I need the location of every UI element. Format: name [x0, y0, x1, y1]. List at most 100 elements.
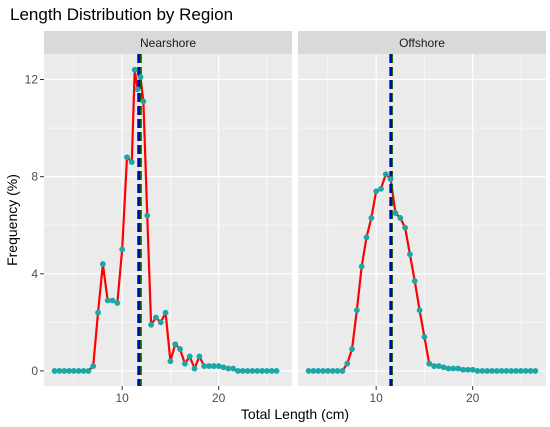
data-point-offshore	[440, 364, 447, 371]
y-axis: 0 4 8 12	[25, 73, 44, 378]
data-point-nearshore	[172, 341, 179, 348]
data-point-nearshore	[230, 365, 237, 372]
data-point-offshore	[489, 368, 495, 374]
data-point-nearshore	[104, 297, 111, 304]
data-point-nearshore	[90, 363, 97, 369]
data-point-nearshore	[157, 319, 164, 326]
data-point-offshore	[378, 185, 384, 192]
data-point-offshore	[334, 368, 341, 374]
data-point-offshore	[402, 224, 409, 231]
data-point-offshore	[407, 251, 413, 258]
data-point-offshore	[522, 368, 529, 374]
strip-nearshore	[44, 31, 292, 54]
data-point-offshore	[503, 368, 510, 374]
data-point-nearshore	[206, 363, 212, 369]
data-point-nearshore	[95, 309, 101, 316]
data-point-offshore	[315, 368, 322, 374]
data-point-offshore	[493, 368, 500, 374]
data-point-offshore	[363, 234, 370, 241]
data-point-offshore	[421, 334, 428, 340]
data-point-offshore	[329, 368, 336, 374]
strip-label-offshore: Offshore	[399, 36, 445, 50]
panel-nearshore: Nearshore	[44, 31, 292, 386]
x-tick-label: 10	[115, 391, 129, 405]
data-point-offshore	[392, 210, 399, 216]
data-point-offshore	[320, 368, 326, 374]
data-point-nearshore	[239, 368, 246, 374]
data-point-nearshore	[80, 368, 87, 374]
data-point-nearshore	[196, 353, 203, 360]
series-offshore	[305, 54, 539, 386]
data-point-nearshore	[186, 353, 193, 360]
data-point-offshore	[397, 215, 404, 221]
strip-label-nearshore: Nearshore	[140, 36, 196, 50]
strip-offshore	[298, 31, 546, 54]
data-point-nearshore	[220, 364, 227, 371]
data-point-nearshore	[131, 66, 138, 73]
data-point-offshore	[513, 368, 519, 374]
data-point-offshore	[431, 363, 437, 369]
data-point-nearshore	[153, 314, 159, 321]
data-point-offshore	[532, 368, 539, 374]
data-point-nearshore	[99, 261, 106, 267]
data-point-offshore	[479, 368, 486, 374]
x-axis-title: Total Length (cm)	[241, 406, 349, 422]
panel-offshore: Offshore	[298, 31, 546, 386]
data-point-nearshore	[144, 212, 151, 219]
y-tick-label: 4	[31, 267, 38, 281]
data-point-offshore	[508, 368, 515, 374]
data-point-nearshore	[254, 368, 261, 374]
data-point-offshore	[344, 360, 351, 367]
data-point-nearshore	[167, 358, 174, 365]
data-point-offshore	[518, 368, 524, 374]
data-point-nearshore	[114, 300, 121, 306]
data-point-nearshore	[235, 368, 241, 374]
x-tick-label: 20	[466, 391, 480, 405]
data-point-offshore	[484, 368, 491, 374]
data-point-nearshore	[66, 368, 72, 374]
data-point-nearshore	[162, 309, 169, 316]
data-point-nearshore	[56, 368, 63, 374]
data-point-nearshore	[249, 368, 256, 374]
data-point-nearshore	[177, 346, 183, 352]
data-point-nearshore	[61, 368, 68, 374]
data-point-offshore	[527, 368, 534, 374]
data-point-offshore	[353, 307, 360, 314]
data-point-offshore	[460, 366, 466, 373]
data-point-nearshore	[124, 154, 130, 161]
data-point-offshore	[305, 368, 312, 374]
data-point-offshore	[445, 365, 452, 372]
data-point-nearshore	[244, 368, 251, 374]
data-point-nearshore	[75, 368, 82, 374]
data-point-offshore	[450, 365, 457, 372]
data-point-nearshore	[119, 246, 126, 253]
data-point-nearshore	[128, 159, 135, 165]
data-point-nearshore	[51, 368, 58, 374]
x-tick-label: 20	[212, 391, 226, 405]
data-point-offshore	[411, 278, 418, 284]
data-point-nearshore	[85, 368, 92, 374]
data-point-offshore	[426, 360, 433, 367]
data-point-offshore	[339, 368, 346, 374]
series-nearshore	[51, 54, 280, 386]
data-point-offshore	[474, 368, 481, 374]
data-point-offshore	[368, 215, 375, 221]
data-point-offshore	[325, 368, 331, 374]
x-axis: 10 20 10 20	[115, 386, 480, 405]
data-point-offshore	[382, 171, 389, 178]
data-point-offshore	[455, 365, 462, 372]
y-tick-label: 12	[25, 73, 39, 87]
data-point-offshore	[310, 368, 317, 374]
data-point-nearshore	[259, 368, 265, 374]
data-point-nearshore	[215, 363, 222, 369]
data-point-offshore	[435, 363, 442, 369]
data-point-nearshore	[181, 360, 188, 367]
data-point-nearshore	[264, 368, 270, 374]
data-point-nearshore	[148, 321, 155, 328]
data-point-offshore	[349, 346, 355, 352]
plot-area-offshore	[298, 54, 546, 386]
data-point-nearshore	[191, 365, 198, 372]
data-point-nearshore	[134, 86, 141, 93]
data-point-offshore	[464, 366, 471, 373]
